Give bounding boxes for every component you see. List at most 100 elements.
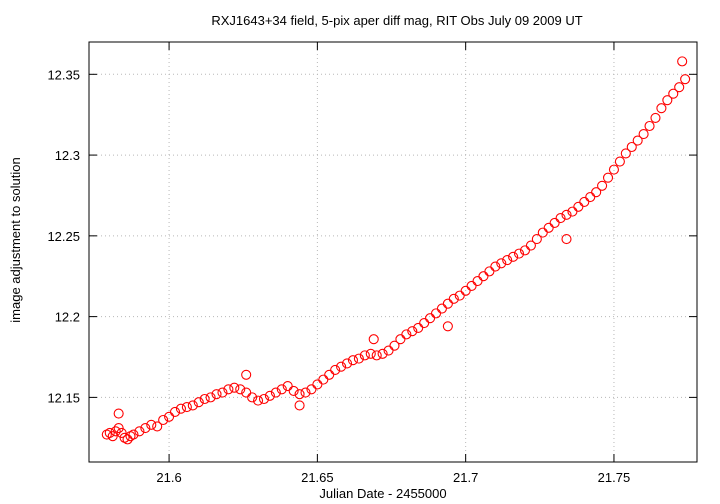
axis-ticks: 21.6 21.65 21.7 21.75 12.15 12.2 12.25 12.3 12.3… — [47, 42, 697, 485]
y-tick-label: 12.3 — [55, 148, 80, 163]
data-point — [567, 206, 578, 217]
data-point — [519, 245, 531, 256]
data-point — [638, 129, 649, 140]
data-point — [300, 387, 311, 398]
data-point — [442, 321, 453, 332]
data-point — [389, 340, 400, 351]
x-axis-title: Julian Date - 2455000 — [319, 486, 446, 501]
data-point — [258, 393, 270, 405]
data-point — [205, 392, 216, 403]
data-point — [496, 258, 507, 269]
data-point — [644, 120, 655, 132]
data-point — [508, 251, 519, 262]
y-tick-label: 12.35 — [47, 67, 80, 82]
data-point — [264, 390, 275, 401]
chart-title: RXJ1643+34 field, 5-pix aper diff mag, R… — [211, 13, 582, 28]
data-point — [116, 427, 127, 438]
data-point — [169, 406, 181, 417]
data-point — [324, 369, 335, 380]
data-point — [113, 423, 124, 434]
data-point — [101, 429, 112, 440]
data-point — [217, 387, 228, 398]
data-point — [632, 135, 643, 146]
data-point — [359, 350, 370, 361]
data-point — [330, 364, 341, 375]
x-tick-label: 21.7 — [453, 470, 478, 485]
data-point — [175, 403, 186, 414]
data-point — [253, 395, 264, 406]
data-point — [146, 419, 157, 430]
data-point — [125, 431, 136, 442]
data-point — [241, 387, 252, 398]
y-axis-title: image adjustment to solution — [8, 157, 23, 322]
data-point — [229, 382, 240, 393]
data-point — [448, 293, 459, 304]
data-point — [430, 308, 442, 319]
data-point — [119, 432, 130, 443]
data-point — [312, 379, 323, 390]
data-point — [140, 423, 151, 434]
data-point — [235, 384, 246, 395]
data-point — [122, 434, 133, 445]
data-point — [626, 141, 637, 153]
data-point — [401, 329, 412, 340]
data-point — [164, 411, 175, 422]
data-point — [104, 427, 115, 438]
data-point — [656, 103, 667, 114]
data-point — [407, 326, 418, 337]
data-point — [484, 266, 495, 277]
data-point — [377, 348, 388, 359]
data-point — [158, 414, 169, 426]
data-point — [371, 350, 382, 361]
data-point — [537, 227, 548, 238]
data-point — [134, 426, 145, 437]
data-point — [187, 400, 198, 411]
data-point — [181, 402, 192, 413]
data-point — [531, 234, 542, 245]
data-point — [199, 393, 210, 405]
data-point — [680, 74, 691, 85]
data-point — [561, 209, 572, 220]
data-point — [608, 164, 620, 175]
data-point — [472, 276, 483, 287]
grid-lines — [89, 42, 697, 462]
data-point — [442, 298, 453, 309]
x-tick-label: 21.65 — [301, 470, 334, 485]
data-point — [436, 303, 447, 314]
data-point — [306, 384, 317, 395]
data-point — [466, 280, 477, 291]
data-point — [591, 187, 602, 198]
data-point — [368, 334, 379, 345]
data-point — [193, 397, 204, 408]
x-tick-label: 21.75 — [598, 470, 631, 485]
data-point — [365, 348, 376, 359]
data-point — [425, 313, 436, 324]
data-point — [668, 88, 679, 99]
data-point — [211, 389, 222, 400]
data-point — [110, 426, 121, 437]
data-point — [383, 345, 394, 356]
data-point — [128, 429, 139, 440]
data-point — [490, 261, 501, 272]
data-point — [270, 387, 281, 398]
data-point — [288, 385, 299, 396]
data-point — [549, 217, 560, 228]
data-point — [677, 56, 688, 67]
y-tick-label: 12.15 — [47, 390, 80, 405]
data-point — [318, 374, 329, 385]
data-point — [276, 384, 287, 395]
data-point — [419, 318, 430, 329]
data-point — [597, 180, 608, 191]
data-point — [347, 355, 359, 366]
y-tick-label: 12.2 — [55, 310, 80, 325]
data-point — [513, 248, 525, 259]
data-point — [241, 369, 252, 380]
data-point — [113, 408, 124, 419]
data-point — [454, 290, 465, 301]
data-point — [353, 353, 364, 364]
data-point — [573, 201, 584, 212]
data-point — [585, 192, 596, 203]
data-point — [223, 384, 234, 395]
data-point — [247, 392, 258, 403]
